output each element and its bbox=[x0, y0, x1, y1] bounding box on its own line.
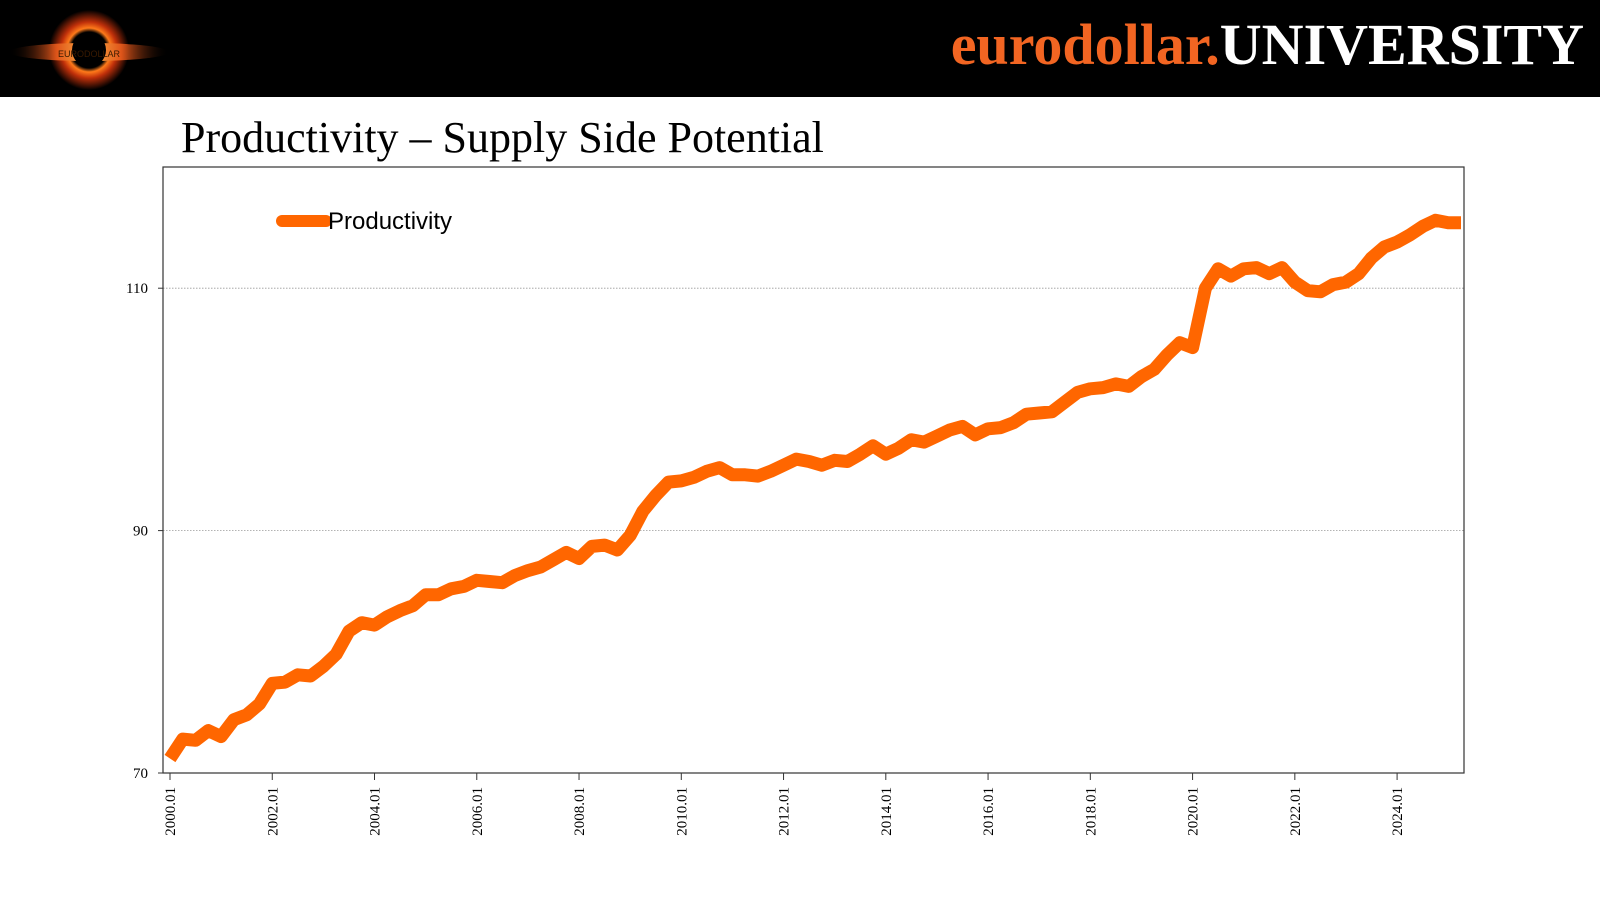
x-tick-label: 2012.01 bbox=[777, 787, 793, 836]
brand-part-1: eurodollar. bbox=[950, 12, 1220, 77]
series-line-productivity bbox=[164, 213, 1461, 763]
x-tick-label: 2018.01 bbox=[1083, 787, 1099, 836]
gridlines bbox=[163, 287, 1464, 531]
legend-label-productivity: Productivity bbox=[328, 208, 452, 235]
x-tick-label: 2010.01 bbox=[674, 787, 690, 836]
svg-text:EURODOLLAR: EURODOLLAR bbox=[58, 49, 121, 59]
plot-area-frame bbox=[162, 166, 1465, 774]
x-tick-label: 2006.01 bbox=[470, 787, 486, 836]
x-tick-label: 2008.01 bbox=[572, 787, 588, 836]
x-tick-label: 2000.01 bbox=[163, 787, 179, 836]
x-tick-label: 2004.01 bbox=[368, 787, 384, 836]
x-tick-label: 2002.01 bbox=[265, 787, 281, 836]
y-tick-label: 90 bbox=[133, 524, 148, 540]
x-axis: 2000.01 2002.01 2004.01 2006.01 2008.01 2010.… bbox=[163, 773, 1406, 836]
header-bar: EURODOLLAR eurodollar.UNIVERSITY bbox=[0, 0, 1600, 97]
y-tick-label: 70 bbox=[133, 766, 148, 782]
x-tick-label: 2022.01 bbox=[1288, 787, 1304, 836]
brand-part-2: UNIVERSITY bbox=[1219, 12, 1584, 77]
y-axis: 70 90 110 bbox=[126, 281, 163, 782]
x-tick-label: 2024.01 bbox=[1390, 787, 1406, 836]
legend: Productivity bbox=[276, 208, 452, 235]
x-tick-label: 2016.01 bbox=[981, 787, 997, 836]
x-tick-label: 2020.01 bbox=[1186, 787, 1202, 836]
y-tick-label: 110 bbox=[126, 281, 148, 297]
black-hole-logo-icon: EURODOLLAR bbox=[4, 4, 174, 96]
x-tick-label: 2014.01 bbox=[879, 787, 895, 836]
series-group bbox=[164, 213, 1461, 763]
eurodollar-logo: EURODOLLAR bbox=[4, 4, 174, 96]
slide-title: Productivity – Supply Side Potential bbox=[181, 113, 824, 162]
brand-wordmark: eurodollar.UNIVERSITY bbox=[951, 10, 1584, 80]
